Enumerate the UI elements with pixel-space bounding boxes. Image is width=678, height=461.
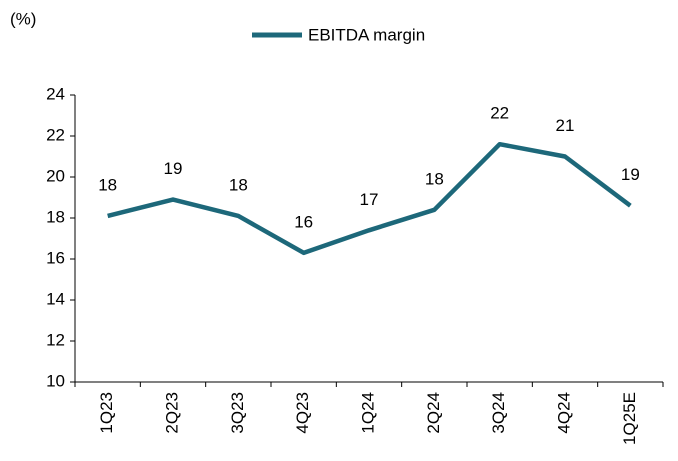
x-tick-label: 2Q24 (424, 392, 443, 434)
x-tick-label: 3Q23 (228, 392, 247, 434)
y-axis-label: (%) (10, 9, 36, 28)
data-line (107, 141, 632, 256)
x-tick-label: 3Q24 (489, 392, 508, 434)
y-tick-label: 14 (46, 289, 65, 308)
x-tick-label: 1Q23 (97, 392, 116, 434)
data-label: 18 (229, 175, 248, 194)
data-label: 19 (621, 165, 640, 184)
y-tick-label: 10 (46, 371, 65, 390)
y-tick-label: 24 (46, 84, 65, 103)
data-label: 22 (490, 104, 509, 123)
y-tick-label: 22 (46, 125, 65, 144)
data-label: 17 (360, 190, 379, 209)
y-tick-label: 12 (46, 330, 65, 349)
x-tick-label: 1Q24 (358, 392, 377, 434)
y-tick-label: 18 (46, 207, 65, 226)
data-label: 18 (425, 169, 444, 188)
y-tick-label: 16 (46, 248, 65, 267)
data-label: 21 (556, 116, 575, 135)
x-tick-label: 1Q25E (620, 392, 639, 445)
x-tick-label: 4Q23 (293, 392, 312, 434)
legend-label: EBITDA margin (308, 25, 425, 44)
x-tick-label: 2Q23 (162, 392, 181, 434)
data-label: 16 (294, 212, 313, 231)
data-label: 18 (98, 175, 117, 194)
data-label: 19 (164, 159, 183, 178)
x-tick-label: 4Q24 (554, 392, 573, 434)
y-tick-label: 20 (46, 166, 65, 185)
